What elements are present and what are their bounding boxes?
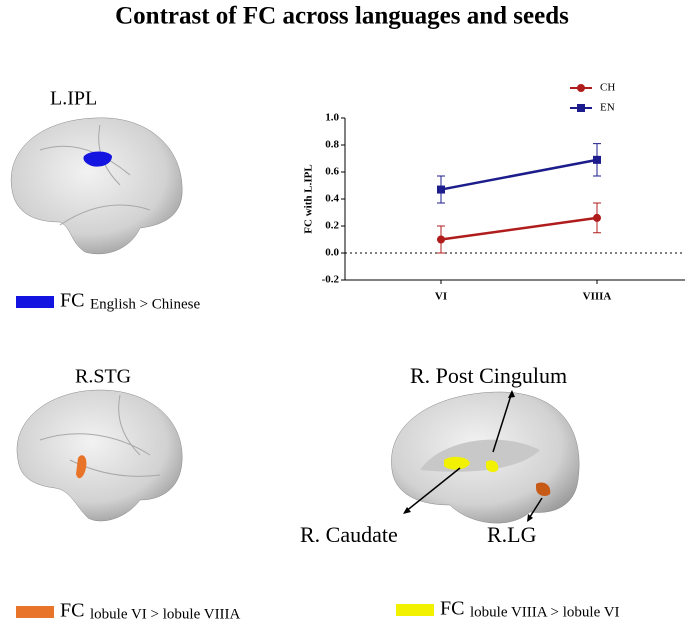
data-point	[593, 155, 601, 164]
series-line	[440, 216, 598, 241]
legend-marker	[577, 84, 585, 92]
blue-cluster	[83, 151, 112, 167]
legend-swatch	[396, 604, 434, 616]
data-point	[437, 235, 445, 244]
yellow-cluster	[444, 456, 470, 470]
region-label: R. Caudate	[300, 522, 398, 547]
panel-label: L.IPL	[50, 88, 97, 110]
series-line	[440, 158, 598, 191]
y-tick-label: 0.0	[325, 247, 339, 259]
legend-detail: English > Chinese	[90, 296, 200, 312]
region-label: R. Post Cingulum	[410, 363, 567, 388]
arrow-head	[403, 507, 411, 514]
legend-label: FC	[60, 290, 84, 312]
legend-detail: lobule VI > lobule VIIIA	[90, 606, 241, 622]
color-legends: FC English > Chinese FC lobule VI > lobule …	[16, 290, 620, 622]
line-chart: -0.2 0.0 0.2 0.4 0.6 0.8 1.0 FC with L.IPL VI VII…	[303, 82, 685, 303]
figure-title: Contrast of FC across languages and seed…	[115, 3, 569, 30]
orange-cluster	[536, 482, 551, 496]
arrow-head	[508, 390, 515, 398]
y-tick-label: -0.2	[322, 274, 340, 286]
x-tick-label: VIIIA	[583, 291, 612, 303]
data-point	[593, 213, 601, 222]
legend-label: CH	[600, 82, 615, 94]
y-tick-label: 0.6	[325, 166, 339, 178]
region-label: R.LG	[487, 522, 537, 547]
orange-cluster	[76, 455, 87, 479]
brain-lateral-left	[10, 117, 183, 255]
legend-label: FC	[440, 598, 464, 620]
yellow-cluster	[486, 460, 499, 473]
legend-swatch	[16, 296, 54, 308]
brain-lateral-right	[16, 389, 183, 522]
y-tick-label: 0.2	[325, 220, 339, 232]
y-axis-label: FC with L.IPL	[303, 164, 315, 233]
data-point	[437, 185, 445, 194]
y-tick-label: 1.0	[325, 112, 339, 124]
panel-label: R.STG	[75, 366, 131, 388]
legend-detail: lobule VIIIA > lobule VI	[470, 604, 620, 620]
y-tick-label: 0.4	[325, 193, 339, 205]
arrow-head	[527, 514, 533, 522]
brain-medial	[391, 390, 580, 524]
arrow	[492, 391, 513, 453]
legend-swatch	[16, 606, 54, 618]
legend-marker	[577, 104, 585, 112]
legend-label: FC	[60, 600, 84, 622]
legend-label: EN	[600, 102, 615, 114]
arrow	[404, 467, 461, 513]
y-tick-label: 0.8	[325, 139, 339, 151]
x-tick-label: VI	[435, 291, 447, 303]
